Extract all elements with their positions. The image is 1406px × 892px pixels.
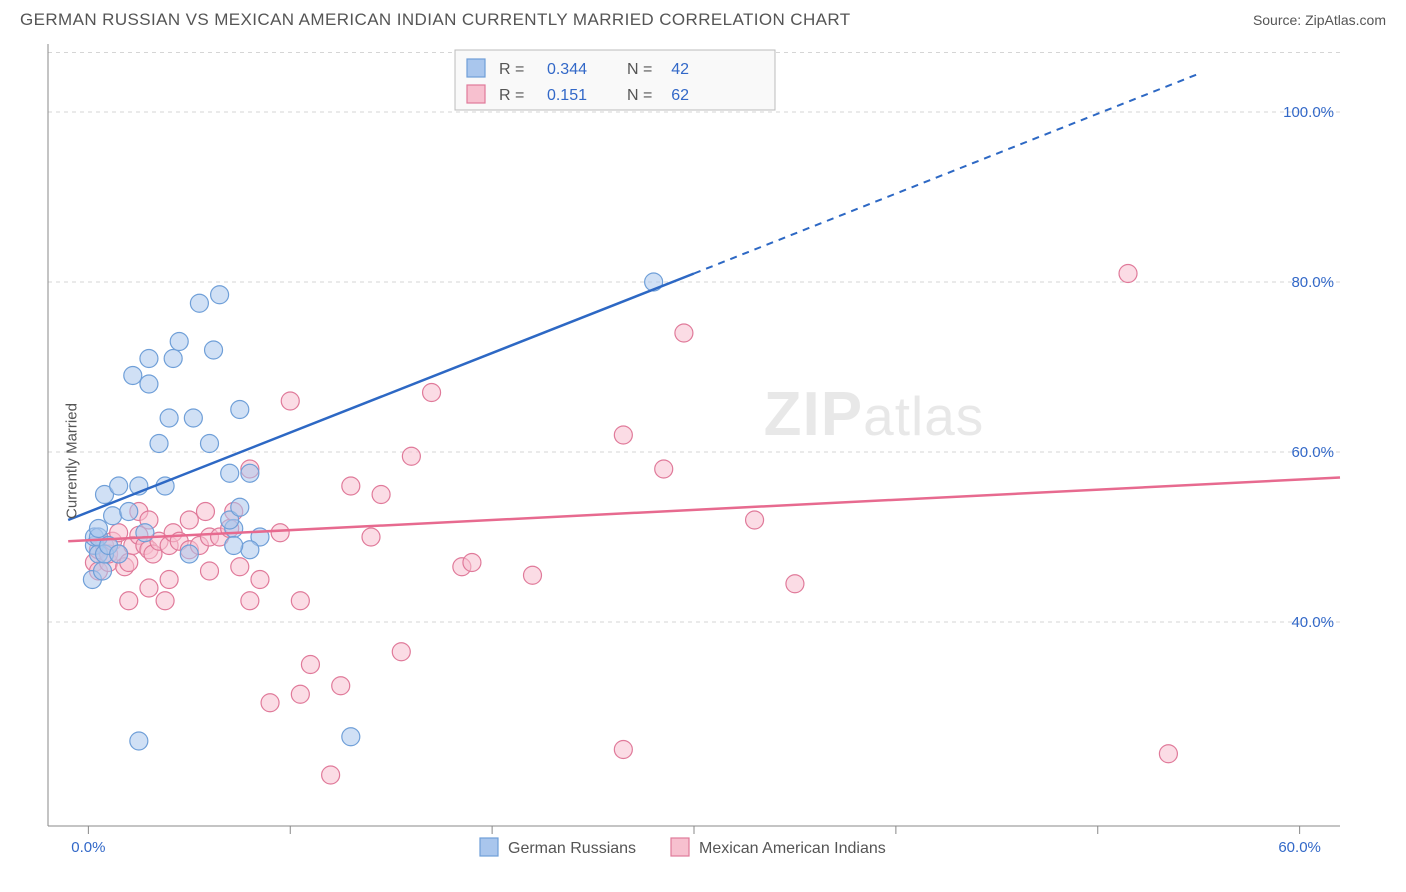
data-point: [140, 350, 158, 368]
data-point: [94, 562, 112, 580]
y-tick-label: 60.0%: [1291, 444, 1334, 461]
legend-swatch: [671, 838, 689, 856]
chart-title: GERMAN RUSSIAN VS MEXICAN AMERICAN INDIA…: [20, 10, 851, 30]
data-point: [614, 426, 632, 444]
data-point: [524, 566, 542, 584]
data-point: [271, 524, 289, 542]
data-point: [211, 286, 229, 304]
data-point: [190, 294, 208, 312]
y-tick-label: 40.0%: [1291, 614, 1334, 631]
data-point: [164, 350, 182, 368]
data-point: [110, 545, 128, 563]
legend-swatch: [480, 838, 498, 856]
chart-container: Currently Married ZIPatlas 40.0% 60.0% 80.0…: [0, 36, 1406, 886]
data-point: [1159, 745, 1177, 763]
data-point: [104, 507, 122, 525]
data-point: [124, 367, 142, 385]
data-point: [120, 592, 138, 610]
legend-n-value: 42: [671, 61, 689, 78]
legend-series-label: Mexican American Indians: [699, 840, 886, 857]
data-point: [251, 571, 269, 589]
header: GERMAN RUSSIAN VS MEXICAN AMERICAN INDIA…: [0, 0, 1406, 36]
data-point: [196, 503, 214, 521]
data-point: [156, 592, 174, 610]
data-point: [423, 384, 441, 402]
data-point: [392, 643, 410, 661]
data-point: [301, 656, 319, 674]
trendline-pink: [68, 478, 1340, 542]
data-point: [291, 592, 309, 610]
data-point: [342, 728, 360, 746]
data-point: [291, 685, 309, 703]
trendline-blue: [68, 274, 694, 521]
legend-r-label: R =: [499, 87, 524, 104]
data-point: [170, 333, 188, 351]
data-point: [221, 464, 239, 482]
data-point: [231, 558, 249, 576]
x-tick-label: 0.0%: [71, 839, 105, 856]
data-point: [201, 562, 219, 580]
legend-n-label: N =: [627, 87, 652, 104]
data-point: [140, 579, 158, 597]
data-point: [205, 341, 223, 359]
legend-swatch: [467, 59, 485, 77]
data-point: [110, 477, 128, 495]
data-point: [136, 524, 154, 542]
data-point: [463, 554, 481, 572]
x-tick-label: 60.0%: [1278, 839, 1321, 856]
data-point: [140, 375, 158, 393]
data-point: [201, 435, 219, 453]
y-tick-label: 100.0%: [1283, 104, 1334, 121]
legend-n-label: N =: [627, 61, 652, 78]
legend-r-value: 0.151: [547, 87, 587, 104]
legend-r-label: R =: [499, 61, 524, 78]
data-point: [241, 592, 259, 610]
data-point: [241, 464, 259, 482]
data-point: [402, 447, 420, 465]
y-tick-label: 80.0%: [1291, 274, 1334, 291]
data-point: [655, 460, 673, 478]
data-point: [342, 477, 360, 495]
data-point: [332, 677, 350, 695]
data-point: [130, 732, 148, 750]
data-point: [614, 741, 632, 759]
y-axis-label: Currently Married: [63, 403, 80, 519]
data-point: [160, 409, 178, 427]
data-point: [372, 486, 390, 504]
data-point: [746, 511, 764, 529]
data-point: [241, 541, 259, 559]
data-point: [180, 511, 198, 529]
data-point: [231, 498, 249, 516]
legend-series-label: German Russians: [508, 840, 636, 857]
data-point: [362, 528, 380, 546]
legend-swatch: [467, 85, 485, 103]
data-point: [89, 520, 107, 538]
data-point: [120, 503, 138, 521]
legend-n-value: 62: [671, 87, 689, 104]
legend-r-value: 0.344: [547, 61, 587, 78]
data-point: [150, 435, 168, 453]
data-point: [160, 571, 178, 589]
data-point: [184, 409, 202, 427]
data-point: [675, 324, 693, 342]
data-point: [281, 392, 299, 410]
data-point: [1119, 265, 1137, 283]
data-point: [786, 575, 804, 593]
data-point: [180, 545, 198, 563]
data-point: [322, 766, 340, 784]
scatter-chart: ZIPatlas 40.0% 60.0% 80.0% 100.0% 0.0% 60.0% R …: [0, 36, 1406, 886]
source-label: Source: ZipAtlas.com: [1253, 12, 1386, 28]
watermark: ZIPatlas: [764, 380, 985, 449]
data-point: [261, 694, 279, 712]
data-point: [225, 537, 243, 555]
data-point: [231, 401, 249, 419]
